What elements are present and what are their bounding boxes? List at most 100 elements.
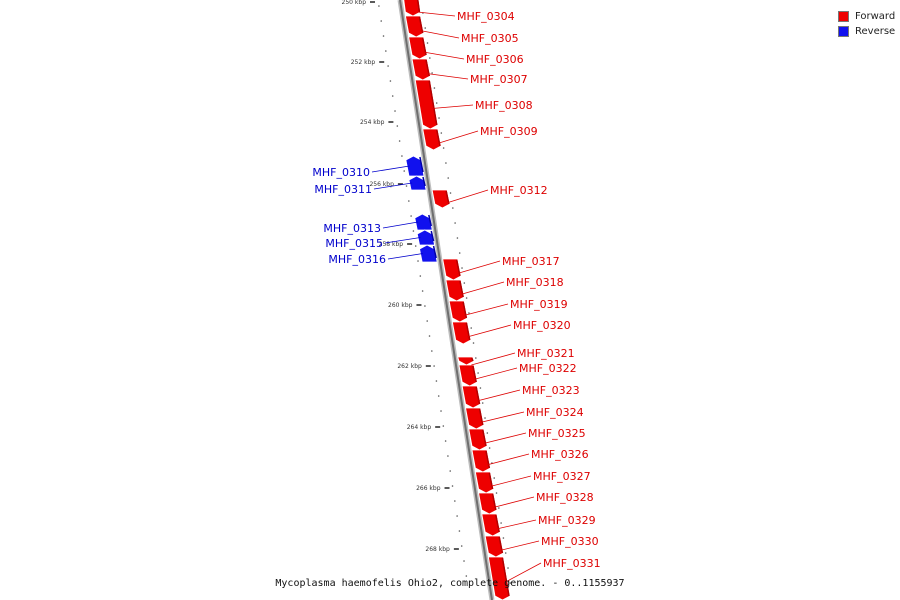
- gene-block[interactable]: [408, 175, 427, 191]
- gene-mhf-0331[interactable]: [487, 556, 511, 600]
- minor-tick-dot: [442, 147, 445, 149]
- gene-mhf-0312[interactable]: [431, 189, 451, 209]
- gene-block[interactable]: [471, 449, 491, 473]
- gene-mhf-0310[interactable]: [405, 155, 425, 177]
- gene-label: MHF_0320: [513, 319, 571, 332]
- gene-mhf-0306[interactable]: [408, 36, 428, 60]
- gene-mhf-0319[interactable]: [448, 300, 468, 323]
- gene-mhf-0304[interactable]: [403, 0, 421, 17]
- label-leader: [489, 475, 532, 487]
- gene-mhf-0308[interactable]: [414, 79, 439, 130]
- minor-tick-dot: [468, 312, 470, 314]
- gene-block-shade: [495, 514, 500, 533]
- minor-tick-dot: [419, 275, 422, 277]
- gene-block-shade: [418, 16, 424, 34]
- minor-tick-dot: [452, 207, 454, 209]
- gene-mhf-0327[interactable]: [474, 471, 495, 494]
- tick-label: 256 kbp: [369, 181, 394, 188]
- gene-label: MHF_0312: [490, 184, 548, 197]
- minor-tick-dot: [410, 215, 412, 217]
- gene-mhf-0325[interactable]: [468, 428, 488, 451]
- gene-block[interactable]: [451, 321, 472, 345]
- gene-block[interactable]: [461, 385, 482, 409]
- minor-tick-dot: [463, 282, 466, 284]
- label-leader: [499, 540, 540, 551]
- gene-mhf-0322[interactable]: [458, 364, 478, 387]
- gene-mhf-0307[interactable]: [411, 58, 431, 81]
- minor-tick-dot: [458, 252, 461, 254]
- gene-block[interactable]: [481, 513, 501, 537]
- gene-block-shade: [501, 557, 510, 597]
- minor-tick-dot: [484, 417, 486, 419]
- minor-tick-dot: [465, 297, 468, 299]
- gene-block[interactable]: [465, 407, 485, 430]
- gene-block[interactable]: [408, 36, 428, 60]
- gene-mhf-0328[interactable]: [478, 492, 498, 515]
- minor-tick-dot: [431, 350, 433, 352]
- gene-block-shade: [436, 129, 441, 147]
- gene-block[interactable]: [474, 471, 495, 494]
- gene-block[interactable]: [478, 492, 498, 515]
- gene-mhf-0326[interactable]: [471, 449, 491, 473]
- gene-label: MHF_0305: [461, 32, 519, 45]
- gene-mhf-0330[interactable]: [484, 535, 504, 558]
- gene-mhf-0323[interactable]: [461, 385, 482, 409]
- tick-label: 268 kbp: [425, 546, 450, 553]
- gene-block-shade: [419, 156, 424, 173]
- minor-tick-dot: [449, 192, 452, 194]
- gene-mhf-0329[interactable]: [481, 513, 501, 537]
- gene-mhf-0324[interactable]: [465, 407, 485, 430]
- minor-tick-dot: [444, 440, 447, 442]
- minor-tick-dot: [451, 485, 454, 487]
- label-leader: [493, 496, 535, 508]
- gene-block[interactable]: [484, 535, 504, 558]
- gene-block[interactable]: [422, 128, 442, 151]
- gene-mhf-0316[interactable]: [419, 244, 438, 263]
- gene-block[interactable]: [403, 0, 421, 17]
- minor-tick-dot: [472, 342, 475, 344]
- minor-tick-dot: [456, 237, 459, 239]
- gene-label: MHF_0327: [533, 470, 591, 483]
- minor-tick-dot: [460, 545, 463, 547]
- gene-mhf-0318[interactable]: [445, 279, 465, 302]
- gene-block-shade: [475, 386, 481, 405]
- gene-block[interactable]: [411, 58, 431, 81]
- tick-label: 258 kbp: [379, 241, 404, 248]
- gene-mhf-0321[interactable]: [457, 356, 475, 366]
- gene-block[interactable]: [457, 356, 475, 366]
- label-leader: [437, 130, 479, 144]
- minor-tick-dot: [465, 575, 468, 577]
- gene-mhf-0311[interactable]: [408, 175, 427, 191]
- minor-tick-dot: [433, 87, 436, 89]
- gene-block[interactable]: [445, 279, 465, 302]
- gene-label: MHF_0307: [470, 73, 528, 86]
- forward-swatch: [838, 11, 849, 22]
- gene-block[interactable]: [442, 258, 462, 281]
- minor-tick-dot: [454, 222, 456, 224]
- gene-mhf-0309[interactable]: [422, 128, 442, 151]
- gene-label: MHF_0317: [502, 255, 560, 268]
- legend: Forward Reverse: [838, 9, 895, 39]
- minor-tick-dot: [486, 432, 489, 434]
- minor-tick-dot: [408, 200, 410, 202]
- gene-block[interactable]: [448, 300, 468, 323]
- label-leader: [426, 73, 469, 80]
- minor-tick-dot: [495, 492, 498, 494]
- minor-tick-dot: [438, 117, 440, 119]
- minor-tick-dot: [435, 102, 438, 104]
- gene-mhf-0320[interactable]: [451, 321, 472, 345]
- gene-block[interactable]: [404, 15, 425, 38]
- gene-block[interactable]: [468, 428, 488, 451]
- minor-tick-dot: [447, 177, 450, 179]
- gene-label: MHF_0319: [510, 298, 568, 311]
- minor-tick-dot: [454, 500, 456, 502]
- gene-block[interactable]: [414, 79, 439, 130]
- minor-tick-dot: [391, 95, 394, 97]
- gene-mhf-0305[interactable]: [404, 15, 425, 38]
- gene-mhf-0313[interactable]: [414, 213, 433, 231]
- gene-block[interactable]: [431, 189, 451, 209]
- gene-label: MHF_0316: [328, 253, 386, 266]
- gene-mhf-0317[interactable]: [442, 258, 462, 281]
- genome-caption: Mycoplasma haemofelis Ohio2, complete ge…: [275, 578, 625, 589]
